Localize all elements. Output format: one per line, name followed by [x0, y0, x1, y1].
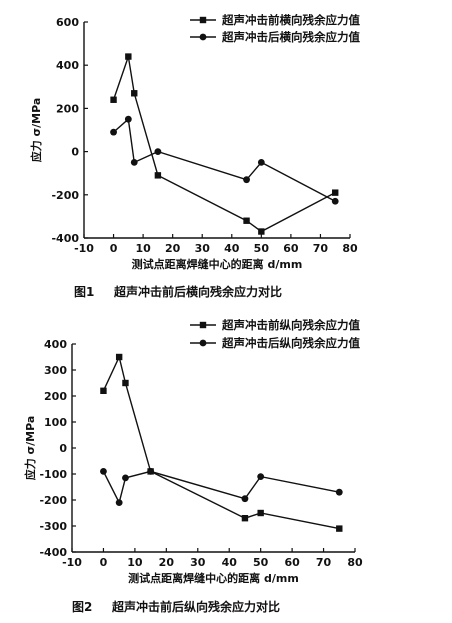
data-point-square [154, 172, 162, 179]
data-point-circle [154, 148, 162, 156]
series-line-1 [102, 354, 340, 530]
data-point-circle [110, 128, 117, 136]
data-point-square [332, 189, 339, 196]
data-point-circle [115, 499, 123, 506]
x-tick-label: 10 [135, 242, 151, 255]
x-tick-label: 60 [283, 242, 299, 255]
legend-label-2: 超声冲击后横向残余应力值 [221, 30, 360, 44]
data-point-square [131, 90, 138, 97]
y-tick-label: 600 [56, 16, 79, 29]
series-line-2 [113, 117, 336, 202]
data-point-square [243, 217, 250, 224]
data-point-circle [147, 468, 155, 475]
legend-marker-circle [199, 339, 207, 347]
x-tick-label: 70 [313, 242, 329, 255]
data-point-square [115, 353, 123, 361]
data-point-circle [241, 495, 249, 503]
y-tick-label: 0 [71, 146, 79, 159]
legend-marker-square [199, 321, 207, 329]
legend-label-1: 超声冲击前横向残余应力值 [221, 13, 360, 27]
x-tick-label: 20 [159, 556, 175, 569]
data-point-circle [257, 159, 265, 166]
x-tick-label: 70 [316, 556, 332, 569]
data-point-circle [257, 473, 265, 480]
x-tick-label: -10 [74, 242, 94, 255]
legend-marker-square [199, 16, 207, 24]
x-tick-label: 30 [190, 556, 206, 569]
y-tick-label: -400 [51, 232, 79, 245]
data-point-circle [335, 488, 343, 496]
y-tick-label: 300 [44, 364, 67, 377]
data-point-square [257, 509, 264, 517]
x-tick-label: 30 [195, 242, 211, 255]
data-point-circle [124, 115, 132, 123]
series-line-1 [112, 56, 336, 233]
x-tick-label: 40 [222, 556, 238, 569]
figure-number: 图2 [72, 600, 92, 614]
data-point-circle [100, 468, 107, 475]
legend-marker-circle [199, 33, 207, 41]
y-tick-label: 200 [56, 102, 79, 115]
x-tick-label: 60 [284, 556, 300, 569]
x-axis-label: 测试点距离焊缝中心的距离 d/mm [132, 257, 303, 271]
x-tick-label: -10 [62, 556, 82, 569]
x-axis-label: 测试点距离焊缝中心的距离 d/mm [128, 571, 299, 585]
chart-1: -400 -200 0 200 400 600 -10 0 10 20 30 40 50 60 70 80 测试… [29, 13, 360, 299]
x-tick-label: 0 [100, 556, 108, 569]
figure-caption: 超声冲击前后纵向残余应力对比 [111, 599, 280, 614]
figure-caption: 超声冲击前后横向残余应力对比 [113, 284, 282, 299]
y-tick-label: -200 [51, 189, 79, 202]
data-point-square [258, 228, 265, 235]
x-tick-label: 50 [254, 242, 270, 255]
legend-label-1: 超声冲击前纵向残余应力值 [221, 318, 360, 332]
data-point-square [122, 379, 129, 387]
data-point-circle [122, 474, 129, 482]
data-point-square [125, 53, 132, 60]
data-point-circle [331, 197, 339, 205]
data-point-square [336, 525, 343, 532]
figure-number: 图1 [74, 285, 94, 299]
x-tick-label: 20 [165, 242, 181, 255]
x-tick-label: 80 [342, 242, 358, 255]
data-point-circle [130, 159, 138, 166]
data-point-square [241, 515, 249, 522]
y-tick-label: 400 [44, 338, 67, 351]
series-line-2 [102, 470, 340, 505]
y-tick-label: 100 [44, 416, 67, 429]
y-tick-label: 0 [59, 442, 67, 455]
y-axis-label: 应力 σ/MPa [23, 416, 37, 481]
data-point-square [100, 387, 107, 394]
y-tick-label: -100 [39, 468, 67, 481]
x-tick-label: 0 [110, 242, 118, 255]
y-tick-label: -400 [39, 546, 67, 559]
x-tick-label: 40 [224, 242, 240, 255]
data-point-square [110, 96, 117, 103]
data-point-circle [243, 176, 250, 184]
x-tick-label: 80 [347, 556, 363, 569]
y-tick-label: -200 [39, 494, 67, 507]
legend-label-2: 超声冲击后纵向残余应力值 [221, 336, 360, 350]
x-tick-label: 10 [127, 556, 143, 569]
y-tick-label: -300 [39, 520, 67, 533]
x-tick-label: 50 [253, 556, 269, 569]
y-tick-label: 400 [56, 59, 79, 72]
y-axis-label: 应力 σ/MPa [29, 98, 43, 163]
y-tick-label: 200 [44, 390, 67, 403]
